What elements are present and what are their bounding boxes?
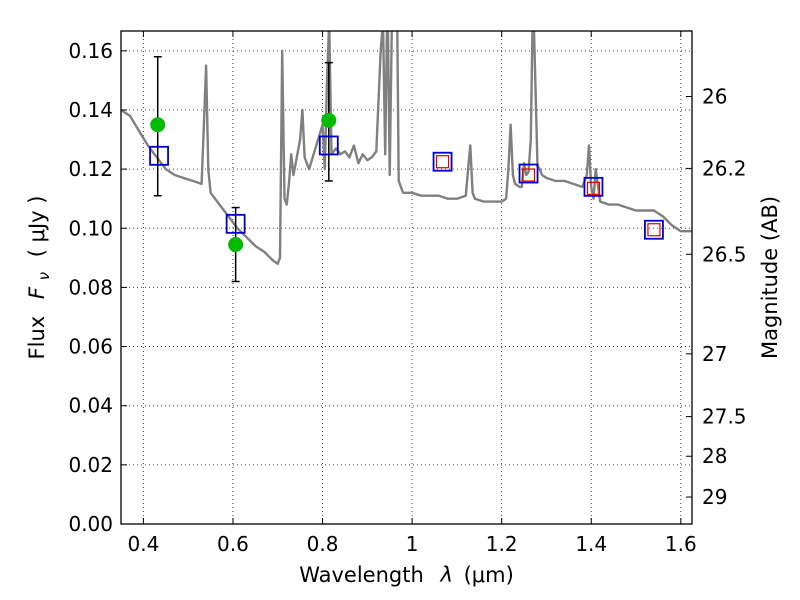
right-axis-label: Magnitude (AB) [758,196,782,359]
model-photometry-point [583,176,604,197]
y2-tick-label: 28 [702,444,727,468]
model-spectrum-line [121,31,692,265]
model-spectrum [121,31,692,265]
y-axis-label-symbol: F [25,286,49,299]
y2-tick-label: 27 [702,342,727,366]
model-photometry-point [432,151,453,172]
y2-tick-label: 26.5 [702,242,747,266]
model-photometry-points [149,135,664,240]
observed-point [150,117,166,133]
x-tick-label: 0.4 [127,532,159,556]
y2-tick-label: 26 [702,84,727,108]
predicted-photometry-point [521,168,536,182]
y-tick-label: 0.14 [68,98,113,122]
x-tick-label: 1.4 [575,532,607,556]
x-axis-label-symbol: λ [439,563,452,587]
x-tick-label: 1.6 [665,532,697,556]
y-axis-label-text: Flux [25,316,49,360]
y-axis-label-subscript: ν [35,272,53,280]
y-tick-label: 0.10 [68,216,113,240]
y-tick-label: 0.16 [68,39,113,63]
y-tick-label: 0.04 [68,394,113,418]
y-axis-label: Flux F ν ( μJy ) [25,196,54,360]
x-tick-label: 1.2 [486,532,518,556]
x-axis-label-unit: (μm) [464,563,514,587]
y-tick-label: 0.02 [68,453,113,477]
y2-tick-label: 29 [702,485,727,509]
model-photometry-point [518,163,539,184]
predicted-photometry-points [435,155,661,237]
x-tick-label: 1 [406,532,419,556]
y-tick-label: 0.12 [68,157,113,181]
observed-point [321,112,337,128]
predicted-photometry-point [647,223,661,237]
predicted-photometry-point [435,155,450,169]
model-photometry-point [318,135,339,156]
y-tick-label: 0.00 [68,512,113,536]
y-axis-label-unit: ( μJy ) [25,196,49,258]
axis-ticks: 0.4 0.6 0.8 1 1.2 1.4 1.6 0.00 0.02 0.04 0.06 0.08 0… [68,31,747,556]
x-tick-label: 0.8 [307,532,339,556]
y-tick-label: 0.06 [68,335,113,359]
x-axis-label: Wavelength λ (μm) [299,563,514,587]
y-tick-label: 0.08 [68,275,113,299]
y2-tick-label: 26.2 [702,156,747,180]
model-photometry-point [644,219,664,240]
observed-points [150,112,337,253]
x-axis-label-text: Wavelength [299,563,424,587]
x-tick-label: 0.6 [217,532,249,556]
model-photometry-point [225,213,246,234]
predicted-photometry-point [586,181,601,195]
y2-tick-label: 27.5 [702,405,747,429]
observed-point [228,237,244,253]
model-photometry-point [149,145,169,166]
plot-frame [120,30,693,525]
